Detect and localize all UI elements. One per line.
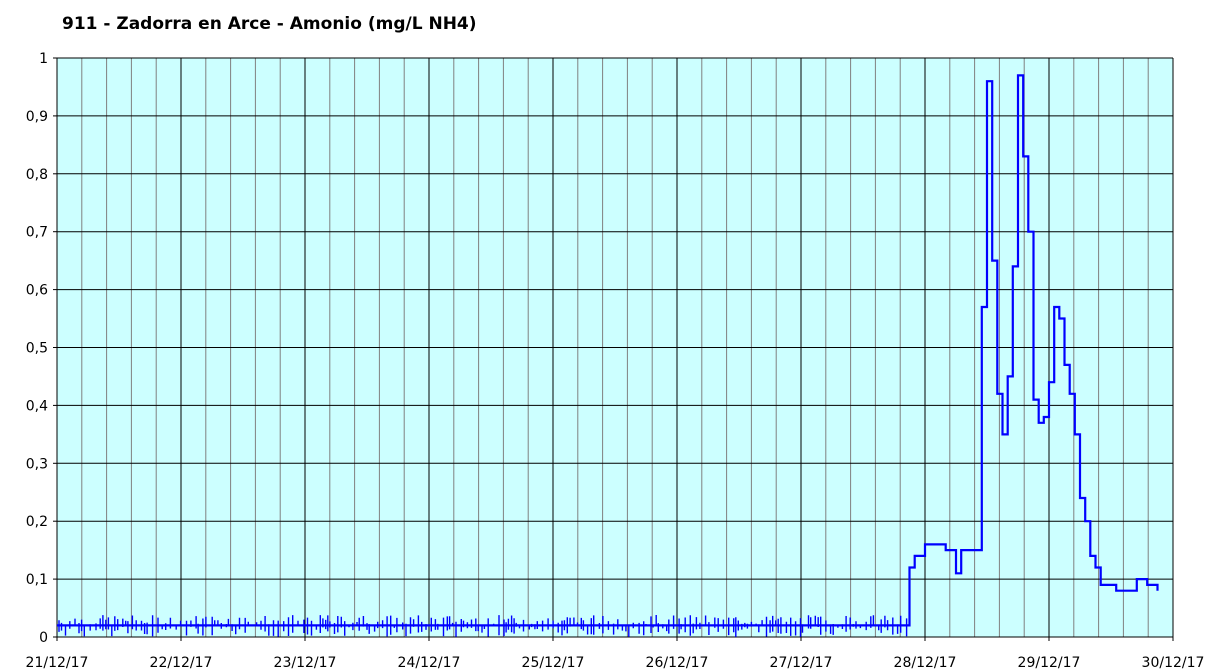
y-tick-label: 0,6	[26, 283, 48, 299]
y-tick-label: 0,7	[26, 225, 48, 241]
y-tick-label: 0	[39, 630, 48, 646]
x-tick-label: 23/12/17	[274, 655, 337, 671]
x-tick-label: 30/12/17	[1142, 655, 1205, 671]
x-tick-label: 28/12/17	[894, 655, 957, 671]
baseline-noise	[58, 615, 910, 637]
y-tick-label: 0,9	[26, 109, 48, 125]
x-tick-label: 24/12/17	[398, 655, 461, 671]
x-tick-label: 27/12/17	[770, 655, 833, 671]
y-tick-label: 0,8	[26, 167, 48, 183]
y-tick-label: 0,2	[26, 514, 48, 530]
y-axis: 0 0,1 0,2 0,3 0,4 0,5 0,6 0,7 0,8 0,9 1	[26, 51, 58, 646]
y-tick-label: 0,3	[26, 456, 48, 472]
x-tick-label: 22/12/17	[150, 655, 213, 671]
x-tick-label: 21/12/17	[26, 655, 89, 671]
x-tick-label: 25/12/17	[522, 655, 585, 671]
x-tick-label: 26/12/17	[646, 655, 709, 671]
y-tick-label: 0,4	[26, 398, 48, 414]
chart-title: 911 - Zadorra en Arce - Amonio (mg/L NH4…	[62, 14, 477, 34]
y-tick-label: 1	[39, 51, 48, 67]
y-tick-label: 0,5	[26, 341, 48, 357]
x-axis: 21/12/17 22/12/17 23/12/17 24/12/17 25/12/17…	[26, 636, 1205, 671]
series-line	[57, 74, 1159, 627]
x-tick-label: 29/12/17	[1018, 655, 1081, 671]
noise-layer	[58, 615, 910, 637]
series-layer	[57, 74, 1159, 627]
y-tick-label: 0,1	[26, 572, 48, 588]
